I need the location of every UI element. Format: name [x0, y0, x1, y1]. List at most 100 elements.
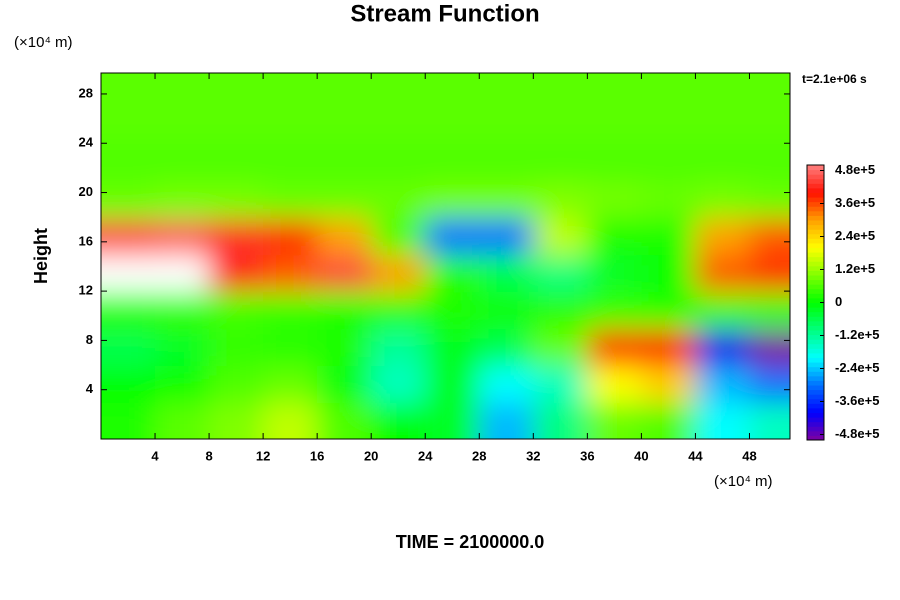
- field: [101, 73, 790, 439]
- colorbar-tick-label: -3.6e+5: [835, 393, 879, 408]
- field-cell: [263, 365, 319, 404]
- colorbar-segment: [807, 435, 824, 441]
- field-cell: [479, 328, 535, 367]
- field-cell: [749, 73, 790, 108]
- field-cell: [155, 402, 211, 439]
- field-cell: [425, 143, 481, 182]
- field-cell: [155, 254, 211, 293]
- field-cell: [749, 254, 790, 293]
- colorbar-segment: [807, 426, 824, 432]
- colorbar-tick-label: -1.2e+5: [835, 327, 879, 342]
- colorbar-segment: [807, 187, 824, 193]
- y-tick-label: 12: [79, 283, 93, 298]
- x-tick-label: 8: [205, 448, 212, 463]
- colorbar-segment: [807, 380, 824, 386]
- field-cell: [317, 365, 373, 404]
- colorbar-segment: [807, 206, 824, 212]
- field-cell: [533, 365, 589, 404]
- field-cell: [641, 217, 697, 256]
- field-cell: [101, 180, 157, 219]
- field-cell: [317, 328, 373, 367]
- field-cell: [695, 106, 751, 145]
- field-cell: [317, 291, 373, 330]
- y-tick-label: 4: [86, 381, 94, 396]
- field-cell: [425, 291, 481, 330]
- field-cell: [749, 291, 790, 330]
- field-cell: [155, 143, 211, 182]
- field-cell: [155, 328, 211, 367]
- colorbar-segment: [807, 366, 824, 372]
- field-cell: [155, 73, 211, 108]
- field-cell: [101, 254, 157, 293]
- colorbar-segment: [807, 261, 824, 267]
- field-cell: [209, 180, 265, 219]
- field-cell: [263, 73, 319, 108]
- colorbar-segment: [807, 210, 824, 216]
- field-cell: [641, 328, 697, 367]
- field-cell: [641, 291, 697, 330]
- field-cell: [317, 143, 373, 182]
- field-cell: [263, 328, 319, 367]
- field-cell: [317, 254, 373, 293]
- colorbar-segment: [807, 256, 824, 262]
- field-cell: [695, 143, 751, 182]
- field-cell: [641, 180, 697, 219]
- colorbar-segment: [807, 311, 824, 317]
- field-cell: [749, 180, 790, 219]
- time-note: t=2.1e+06 s: [802, 72, 867, 86]
- field-cell: [209, 254, 265, 293]
- field-cell: [533, 254, 589, 293]
- field-cell: [371, 106, 427, 145]
- field-cell: [587, 217, 643, 256]
- colorbar-segment: [807, 375, 824, 381]
- field-cell: [425, 180, 481, 219]
- colorbar-segment: [807, 238, 824, 244]
- field-cell: [425, 402, 481, 439]
- field-cell: [479, 217, 535, 256]
- x-tick-label: 40: [634, 448, 648, 463]
- colorbar-segment: [807, 233, 824, 239]
- colorbar-segment: [807, 352, 824, 358]
- field-cell: [587, 291, 643, 330]
- field-cell: [533, 328, 589, 367]
- y-tick-label: 20: [79, 184, 93, 199]
- field-cell: [641, 254, 697, 293]
- field-cell: [587, 254, 643, 293]
- field-cell: [533, 106, 589, 145]
- colorbar-segment: [807, 394, 824, 400]
- field-cell: [479, 365, 535, 404]
- colorbar-segment: [807, 343, 824, 349]
- field-cell: [155, 180, 211, 219]
- y-axis-label: Height: [31, 228, 51, 284]
- field-cell: [587, 143, 643, 182]
- field-cell: [209, 143, 265, 182]
- field-cell: [641, 73, 697, 108]
- colorbar-tick-label: 4.8e+5: [835, 162, 875, 177]
- field-cell: [587, 73, 643, 108]
- colorbar-segment: [807, 330, 824, 336]
- field-cell: [263, 291, 319, 330]
- x-tick-label: 20: [364, 448, 378, 463]
- field-cell: [155, 365, 211, 404]
- field-cell: [695, 291, 751, 330]
- field-cell: [209, 73, 265, 108]
- colorbar-segment: [807, 229, 824, 235]
- x-tick-label: 4: [151, 448, 159, 463]
- colorbar-segment: [807, 288, 824, 294]
- field-cell: [317, 73, 373, 108]
- y-tick-label: 16: [79, 233, 93, 248]
- colorbar-segment: [807, 183, 824, 189]
- colorbar-segment: [807, 297, 824, 303]
- field-cell: [317, 106, 373, 145]
- y-tick-label: 8: [86, 332, 93, 347]
- y-tick-label: 24: [79, 135, 94, 150]
- field-cell: [425, 254, 481, 293]
- field-cell: [749, 402, 790, 439]
- colorbar-segment: [807, 215, 824, 221]
- colorbar-segment: [807, 339, 824, 345]
- colorbar-segment: [807, 385, 824, 391]
- field-cell: [155, 291, 211, 330]
- field-cell: [155, 106, 211, 145]
- chart-title: Stream Function: [350, 0, 539, 27]
- plot-frame: [100, 72, 791, 440]
